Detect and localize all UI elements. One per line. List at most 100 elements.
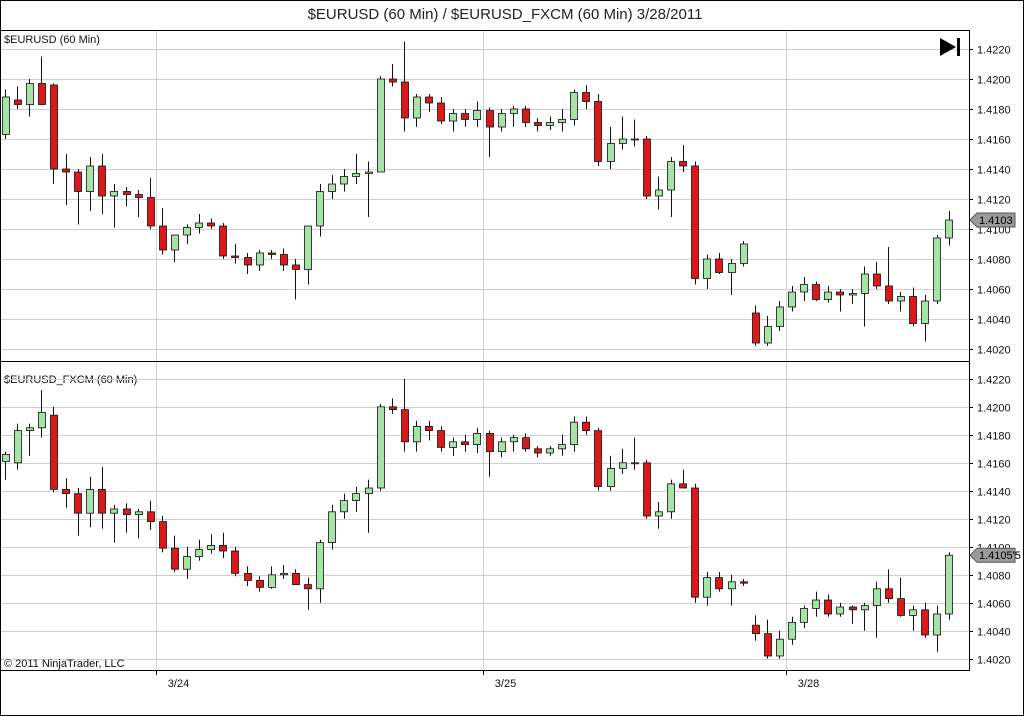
candle-up [352, 173, 360, 177]
candle-up [619, 138, 627, 144]
candle-up [740, 243, 748, 264]
candle-up [788, 291, 796, 308]
candle-up [921, 300, 929, 324]
candle-up [703, 577, 711, 598]
candle-down [897, 598, 905, 616]
candle-down [231, 550, 239, 574]
y-tick-label: 1.4080 [977, 571, 1011, 583]
grid [1, 31, 969, 361]
candle-up [207, 545, 215, 551]
y-tick-label: 1.4180 [977, 105, 1011, 117]
candle-up [728, 581, 736, 590]
candle-up [824, 291, 832, 300]
candle-up [473, 432, 481, 445]
candle-up [304, 225, 312, 270]
panel-eurusd: $EURUSD (60 Min) 1.4020 1.4040 1.4060 1.408… [0, 30, 1016, 362]
candle-up [328, 183, 336, 192]
candle-up [909, 609, 917, 616]
candle-down [62, 168, 70, 173]
candle-down [292, 264, 300, 270]
candle-down [752, 624, 760, 635]
last-price-tag [969, 547, 1016, 563]
candle-up [14, 430, 22, 464]
play-icon[interactable] [940, 38, 956, 56]
end-bar-icon[interactable] [957, 38, 960, 56]
candle-down [292, 573, 300, 586]
candle-up [377, 78, 385, 173]
y-tick-label: 1.4180 [977, 431, 1011, 443]
candle-up [110, 508, 118, 514]
candle-up [171, 234, 179, 251]
candle-down [74, 171, 82, 192]
x-tick-label: 3/24 [168, 678, 189, 690]
candle-up [413, 425, 421, 443]
scroll-to-end-icon[interactable] [940, 38, 960, 56]
last-price-value: 1.4105'5 [979, 550, 1021, 562]
candle-up [607, 143, 615, 162]
candle-down [836, 291, 844, 296]
last-price-tag [969, 212, 1016, 228]
candle-up [183, 556, 191, 570]
candle-up [546, 122, 554, 126]
candle-up [776, 306, 784, 327]
candle-up [449, 441, 457, 448]
candle-up [800, 608, 808, 623]
candle-down [486, 432, 494, 452]
candle-down [486, 110, 494, 128]
candle-up [316, 191, 324, 227]
candle-down [219, 225, 227, 257]
candle-down [679, 161, 687, 167]
candle-down [921, 609, 929, 636]
candle-down [207, 222, 215, 227]
candle-down [691, 165, 699, 279]
candle-down [14, 99, 22, 105]
candle-up [2, 453, 10, 462]
candle-up [352, 493, 360, 502]
candle-down [147, 197, 155, 227]
candle-down [280, 254, 288, 266]
candle-down [268, 252, 276, 255]
candle-up [86, 165, 94, 192]
candle-down [425, 425, 433, 431]
y-tick-label: 1.4220 [977, 45, 1011, 57]
candle-up [510, 437, 518, 443]
candle-up [510, 108, 518, 114]
x-tick-label: 3/25 [495, 678, 516, 690]
candle-up [328, 511, 336, 543]
last-price-value: 1.4103 [979, 215, 1013, 227]
candle-up [110, 191, 118, 197]
candle-up [413, 96, 421, 119]
candle-down [715, 577, 723, 590]
candle-up [812, 599, 820, 609]
candle-up [703, 258, 711, 279]
candle-up [256, 252, 264, 266]
candle-down [437, 430, 445, 448]
candle-up [667, 483, 675, 513]
y-tick-label: 1.4020 [977, 655, 1011, 667]
candle-up [449, 113, 457, 122]
candle-down [461, 113, 469, 120]
candle-up [776, 638, 784, 657]
y-tick-label: 1.4200 [977, 75, 1011, 87]
candle-up [340, 500, 348, 513]
candle-up [558, 444, 566, 450]
y-tick-label: 1.4220 [977, 375, 1011, 387]
candle-down [74, 493, 82, 514]
chart-title: $EURUSD (60 Min) / $EURUSD_FXCM (60 Min)… [308, 6, 703, 23]
candle-down [219, 545, 227, 552]
y-axis: 1.40201.40401.40601.40801.41001.41201.41… [969, 45, 1011, 357]
candle-up [849, 293, 857, 296]
candle-up [268, 574, 276, 588]
grid [1, 362, 969, 670]
candle-down [98, 488, 106, 514]
candle-down [885, 588, 893, 599]
panel-frame [0, 30, 970, 362]
candle-down [522, 108, 530, 123]
candle-up [2, 96, 10, 135]
candle-up [607, 467, 615, 487]
candle-down [401, 81, 409, 119]
candle-down [534, 122, 542, 126]
y-tick-label: 1.4120 [977, 195, 1011, 207]
